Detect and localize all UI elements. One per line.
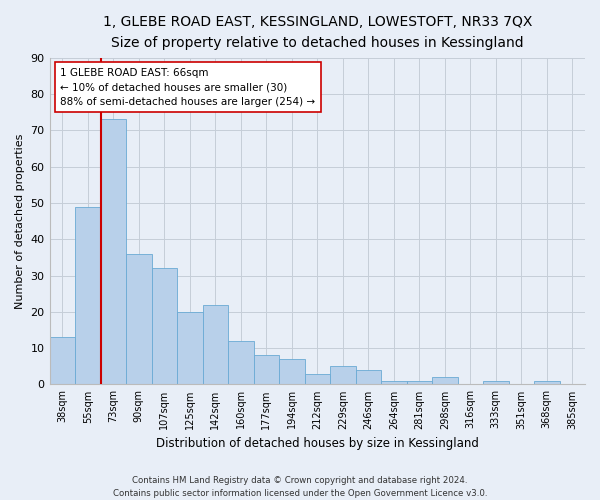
Bar xyxy=(75,206,101,384)
Bar xyxy=(381,381,407,384)
Bar xyxy=(279,359,305,384)
Bar xyxy=(254,356,279,384)
Bar xyxy=(534,381,560,384)
Title: 1, GLEBE ROAD EAST, KESSINGLAND, LOWESTOFT, NR33 7QX
Size of property relative t: 1, GLEBE ROAD EAST, KESSINGLAND, LOWESTO… xyxy=(103,15,532,50)
Bar xyxy=(305,374,330,384)
Text: Contains HM Land Registry data © Crown copyright and database right 2024.
Contai: Contains HM Land Registry data © Crown c… xyxy=(113,476,487,498)
Bar xyxy=(356,370,381,384)
Bar xyxy=(330,366,356,384)
Bar xyxy=(228,341,254,384)
Bar xyxy=(101,120,126,384)
X-axis label: Distribution of detached houses by size in Kessingland: Distribution of detached houses by size … xyxy=(156,437,479,450)
Bar xyxy=(483,381,509,384)
Bar xyxy=(126,254,152,384)
Bar xyxy=(50,337,75,384)
Bar xyxy=(177,312,203,384)
Y-axis label: Number of detached properties: Number of detached properties xyxy=(15,134,25,309)
Bar xyxy=(407,381,432,384)
Bar xyxy=(152,268,177,384)
Bar xyxy=(203,304,228,384)
Bar xyxy=(432,377,458,384)
Text: 1 GLEBE ROAD EAST: 66sqm
← 10% of detached houses are smaller (30)
88% of semi-d: 1 GLEBE ROAD EAST: 66sqm ← 10% of detach… xyxy=(60,68,316,107)
